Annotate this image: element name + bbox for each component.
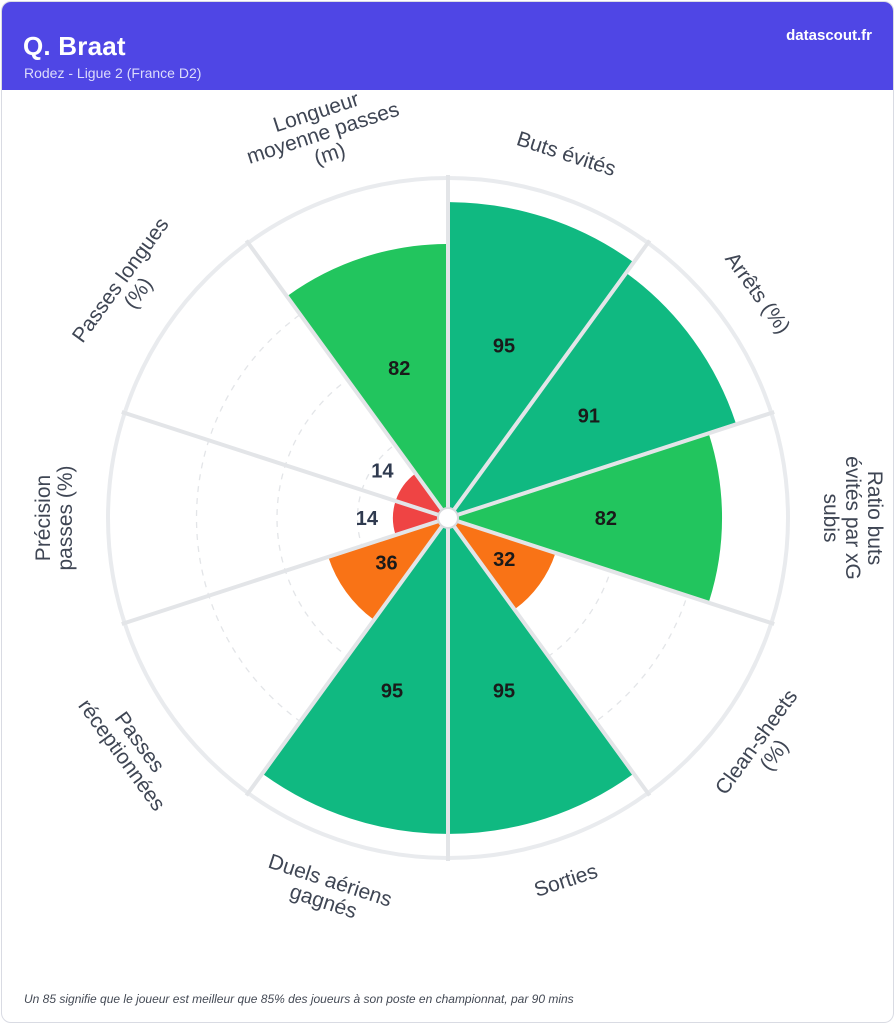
category-label: Arrêts (%) xyxy=(720,248,794,338)
header-bar: Q. Braat Rodez - Ligue 2 (France D2) dat… xyxy=(2,2,893,90)
value-label: 36 xyxy=(375,553,397,575)
category-label-line: Précision xyxy=(32,475,55,561)
bar-segment xyxy=(328,521,443,620)
value-label: 82 xyxy=(388,358,410,380)
value-label: 14 xyxy=(356,508,379,530)
footnote: Un 85 signifie que le joueur est meilleu… xyxy=(24,992,574,1006)
center-layer xyxy=(437,507,459,529)
separator-spoke xyxy=(244,239,444,512)
bar-segment xyxy=(395,473,443,515)
value-label: 95 xyxy=(493,336,515,358)
category-label: Précision passes (%) xyxy=(32,465,77,570)
value-label: 14 xyxy=(371,460,394,482)
bar-segment xyxy=(453,273,736,515)
bar-segment xyxy=(392,501,439,535)
value-label: 82 xyxy=(595,508,617,530)
category-label-line: Ratio buts xyxy=(863,471,886,566)
category-label-line: Clean-sheets xyxy=(711,685,802,799)
center-hub xyxy=(437,507,459,529)
value-label: 32 xyxy=(493,549,515,571)
value-label: 95 xyxy=(381,680,403,702)
category-label: Passes longues(%) xyxy=(68,214,174,347)
separator-spoke xyxy=(452,239,652,512)
separator-spoke xyxy=(244,524,444,797)
separator-spoke xyxy=(121,410,440,517)
bar-segment xyxy=(457,434,723,602)
category-label-line: évités par xG xyxy=(841,456,864,580)
category-label-line: subis xyxy=(819,493,842,542)
category-label-line: Buts évités xyxy=(514,127,619,181)
category-label: Clean-sheets(%) xyxy=(711,685,802,799)
player-name: Q. Braat xyxy=(23,31,126,61)
category-label-line: passes (%) xyxy=(54,465,77,570)
value-label: 91 xyxy=(578,406,600,428)
category-label-line: Sorties xyxy=(531,860,600,902)
category-label: Sorties xyxy=(531,860,600,902)
category-label: Buts évités xyxy=(514,127,619,181)
brand-link[interactable]: datascout.fr xyxy=(786,27,872,44)
bar-segment xyxy=(288,243,448,510)
bar-segment xyxy=(448,526,633,834)
bar-segment xyxy=(453,521,556,610)
separator-spoke xyxy=(456,410,775,517)
separator-spoke xyxy=(456,519,775,626)
separator-spoke xyxy=(121,519,440,626)
value-labels: 95 91 82 32 95 95 36 14 14 82 xyxy=(356,336,617,703)
separator-spoke xyxy=(452,524,652,797)
bar-segment xyxy=(448,202,633,510)
category-label-line: Passes longues xyxy=(68,214,174,347)
bar-segment xyxy=(263,526,448,834)
player-subtitle: Rodez - Ligue 2 (France D2) xyxy=(24,65,202,81)
bars-layer xyxy=(263,202,736,834)
category-label-line: Arrêts (%) xyxy=(720,248,794,338)
value-label: 95 xyxy=(493,680,515,702)
separator-layer xyxy=(121,175,775,861)
